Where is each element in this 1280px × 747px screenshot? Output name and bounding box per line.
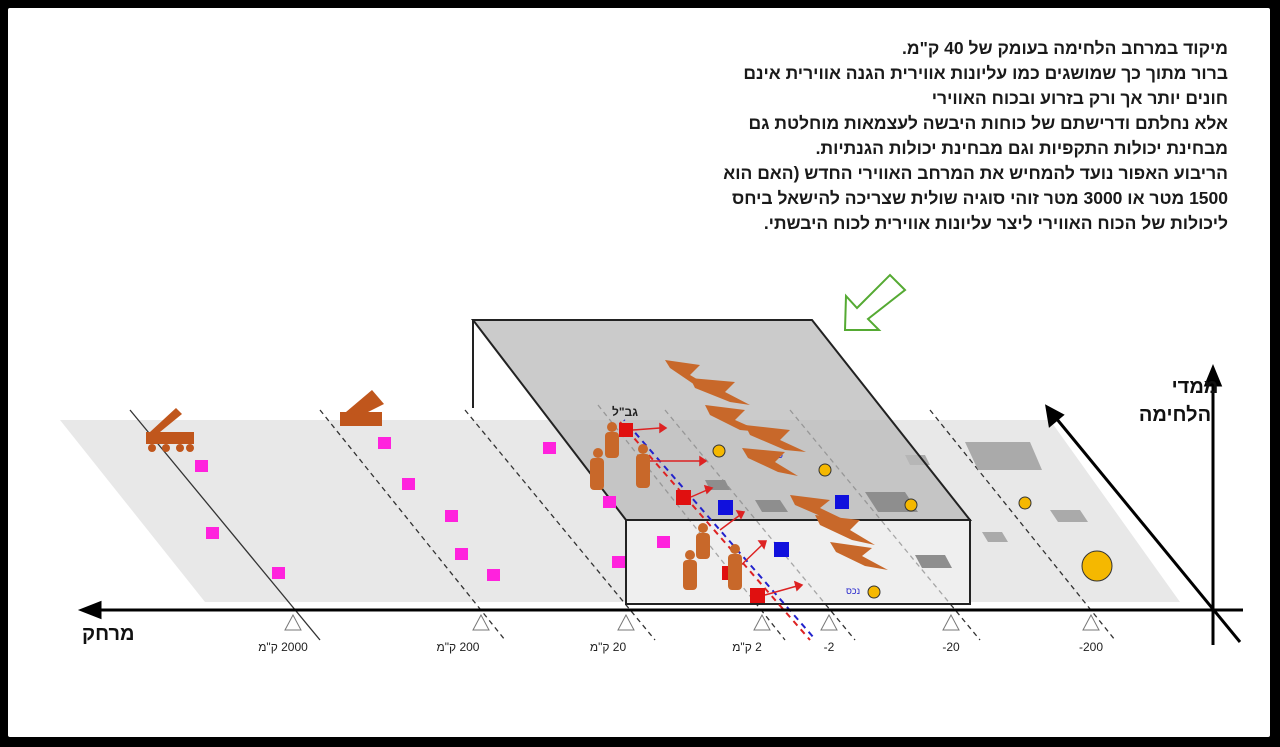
aircraft-icons — [665, 360, 888, 570]
air-patches — [705, 480, 952, 568]
soldier-icon — [605, 422, 619, 458]
soldier-icon — [728, 544, 742, 590]
distance-axis-label: מרחק — [82, 623, 135, 645]
rocket-launcher-icon — [146, 408, 194, 452]
soldier-icon — [683, 550, 697, 590]
tick-label: -2 — [824, 640, 835, 654]
tick-label: -200 — [1079, 640, 1103, 654]
border-line: גב"ל — [612, 405, 815, 641]
asset-label: נכס — [846, 586, 860, 596]
description-line: ברור מתוך כך שמושגים כמו עליונות אווירית… — [743, 63, 1228, 83]
range-line-minus200 — [929, 409, 1116, 641]
aircraft-icon — [790, 495, 845, 520]
border-label: גב"ל — [612, 405, 638, 419]
aircraft-icon — [690, 378, 750, 405]
description-line: הריבוע האפור נועד להמחיש את המרחב האוויר… — [723, 163, 1228, 183]
soldier-icon — [696, 523, 710, 559]
aircraft-icon — [665, 360, 712, 388]
tick-labels: 2000 ק"מ 200 ק"מ 20 ק"מ 2 ק"מ -2 -20 -20… — [258, 640, 1103, 654]
soldier-icon — [636, 444, 650, 488]
magenta-markers — [195, 437, 670, 581]
range-line-200 — [319, 409, 506, 641]
launcher-icons — [146, 390, 384, 452]
aircraft-icon — [815, 515, 875, 545]
rocket-launcher-icon — [340, 390, 384, 426]
description-line: ליכולות של הכוח האווירי ליצר עליונות אוו… — [763, 213, 1228, 233]
aircraft-icon — [705, 405, 762, 432]
tick-label: 20 ק"מ — [590, 640, 627, 654]
soldier-icon — [590, 448, 604, 490]
tick-label: 2000 ק"מ — [258, 640, 308, 654]
aircraft-icon — [745, 425, 806, 452]
description-line: אלא נחלתם ודרישתם של כוחות היבשה לעצמאות… — [748, 113, 1228, 133]
aircraft-icon — [830, 542, 888, 570]
dimension-axis-label: הלחימה — [1139, 404, 1211, 426]
range-line-20 — [464, 409, 656, 641]
description-line: חונים יותר אך ורק בזרוע ובכוח האווירי — [931, 88, 1228, 108]
axes — [77, 364, 1243, 645]
airspace-box-front — [625, 519, 971, 605]
tick-label: -20 — [942, 640, 960, 654]
description-line: מיקוד במרחב הלחימה בעומק של 40 ק"מ. — [902, 38, 1228, 58]
range-line-2000 — [129, 409, 321, 641]
description-line: 1500 מטר או 3000 מטר זוהי סוגיה שולית שצ… — [732, 188, 1228, 208]
tick-markers — [284, 613, 1100, 631]
tick-label: 200 ק"מ — [437, 640, 480, 654]
depth-axis — [1054, 417, 1242, 643]
description-line: מבחינת יכולות התקפיות וגם מבחינת יכולות … — [815, 138, 1228, 158]
tick-label: 2 ק"מ — [732, 640, 762, 654]
asset-markers — [712, 444, 1113, 599]
soldier-icons — [590, 422, 742, 590]
focus-arrow-icon — [843, 273, 907, 331]
aircraft-icon — [742, 448, 798, 476]
dimension-axis-label: ממדי — [1172, 376, 1219, 398]
description-text: מיקוד במרחב הלחימה בעומק של 40 ק"מ. ברור… — [628, 36, 1228, 236]
